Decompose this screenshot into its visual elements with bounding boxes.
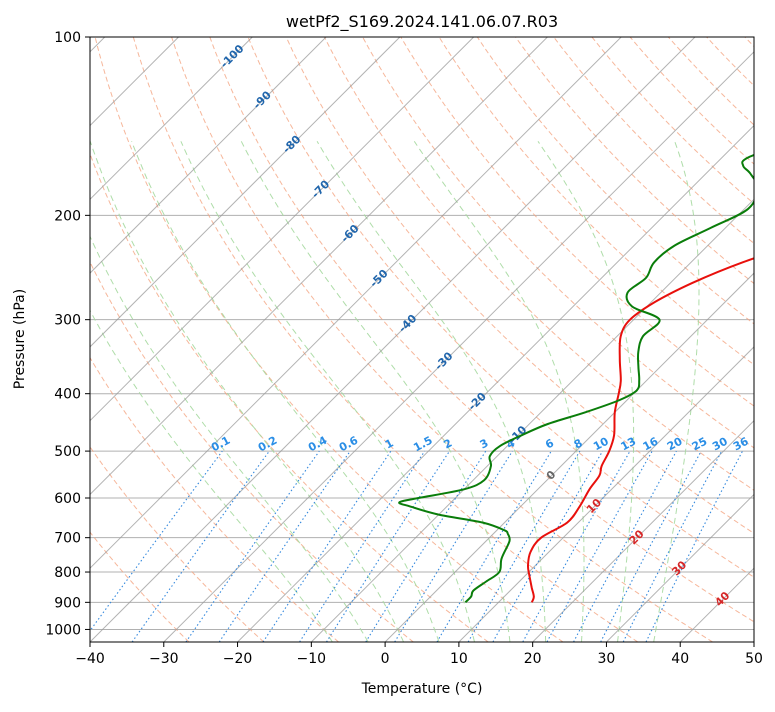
y-tick-label: 1000 xyxy=(45,622,81,638)
y-tick-label: 400 xyxy=(54,387,81,403)
y-tick-label: 600 xyxy=(54,491,81,507)
x-tick-label: −30 xyxy=(149,651,179,667)
x-tick-label: 10 xyxy=(450,651,468,667)
y-tick-label: 100 xyxy=(54,30,81,46)
x-tick-label: −20 xyxy=(223,651,253,667)
y-tick-label: 500 xyxy=(54,444,81,460)
chart-title: wetPf2_S169.2024.141.06.07.R03 xyxy=(286,12,558,32)
x-axis-label: Temperature (°C) xyxy=(361,681,483,697)
y-tick-label: 900 xyxy=(54,595,81,611)
y-axis-label: Pressure (hPa) xyxy=(12,289,28,389)
y-tick-label: 800 xyxy=(54,565,81,581)
x-tick-label: 20 xyxy=(524,651,542,667)
x-tick-label: 0 xyxy=(381,651,390,667)
x-tick-label: 30 xyxy=(598,651,616,667)
x-tick-label: 50 xyxy=(745,651,763,667)
x-tick-label: −10 xyxy=(297,651,327,667)
y-tick-label: 700 xyxy=(54,531,81,547)
x-tick-label: 40 xyxy=(671,651,689,667)
x-tick-label: −40 xyxy=(75,651,105,667)
y-tick-label: 300 xyxy=(54,313,81,329)
y-tick-label: 200 xyxy=(54,208,81,224)
